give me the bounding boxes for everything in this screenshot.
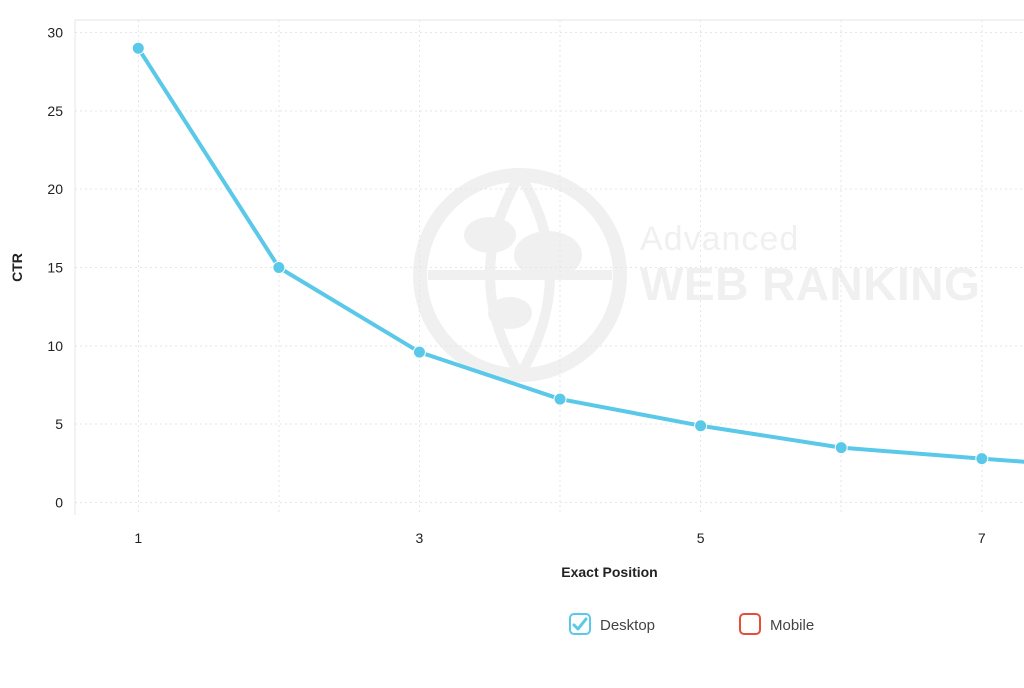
x-axis-label: Exact Position (561, 564, 657, 580)
marker-desktop (273, 262, 285, 274)
watermark-text-top: Advanced (640, 220, 799, 258)
ctr-line-chart: AdvancedWEB RANKING 0 5 10 15 20 25 30 1 3 5 7 CTR Ex… (0, 0, 1024, 688)
x-tick-label: 1 (134, 530, 142, 546)
y-tick-label: 10 (47, 338, 63, 354)
watermark-text-bottom: WEB RANKING (640, 258, 980, 310)
x-tick-label: 7 (978, 530, 986, 546)
marker-desktop (695, 420, 707, 432)
marker-desktop (132, 42, 144, 54)
marker-desktop (554, 393, 566, 405)
y-tick-label: 25 (47, 103, 63, 119)
y-tick-label: 15 (47, 260, 63, 276)
legend-item-desktop[interactable]: Desktop (570, 614, 655, 634)
y-tick-label: 20 (47, 181, 63, 197)
marker-desktop (413, 346, 425, 358)
marker-desktop (835, 442, 847, 454)
marker-desktop (976, 453, 988, 465)
y-tick-label: 5 (55, 416, 63, 432)
x-tick-label: 5 (697, 530, 705, 546)
legend-label-mobile: Mobile (770, 617, 814, 634)
y-tick-label: 0 (55, 494, 63, 510)
x-tick-label: 3 (416, 530, 424, 546)
legend-item-mobile[interactable]: Mobile (740, 614, 814, 634)
y-axis-label: CTR (9, 253, 25, 282)
y-tick-label: 30 (47, 25, 63, 41)
legend-label-desktop: Desktop (600, 617, 655, 634)
